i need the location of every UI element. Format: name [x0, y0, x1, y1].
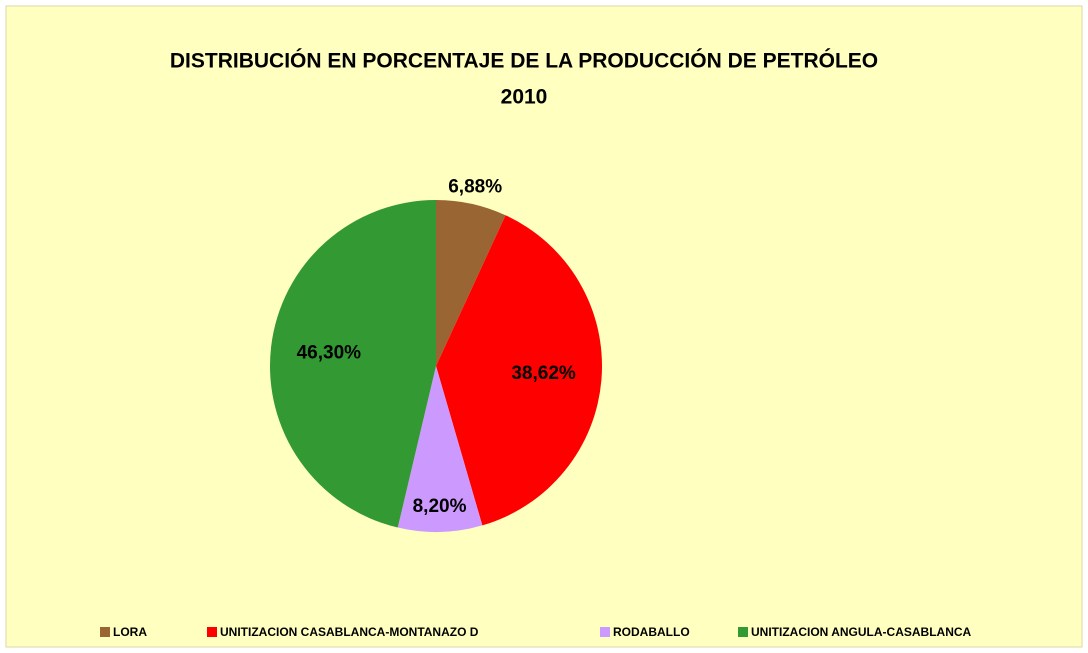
pie-slice [436, 200, 506, 366]
legend-swatch [600, 627, 610, 637]
pie-slice [269, 200, 436, 528]
pie-slice [397, 366, 483, 533]
chart-title: 2010 [501, 86, 548, 109]
legend-label: RODABALLO [613, 625, 690, 639]
data-label: 8,20% [413, 496, 467, 517]
legend-label: LORA [113, 625, 147, 639]
pie-slice [436, 215, 602, 526]
data-label: 6,88% [448, 177, 502, 198]
data-label: 38,62% [511, 363, 576, 384]
chart-title: DISTRIBUCIÓN EN PORCENTAJE DE LA PRODUCC… [170, 49, 878, 73]
legend-label: UNITIZACION ANGULA-CASABLANCA [751, 625, 972, 639]
legend-label: UNITIZACION CASABLANCA-MONTANAZO D [220, 625, 479, 639]
legend-swatch [207, 627, 217, 637]
legend-swatch [738, 627, 748, 637]
data-label: 46,30% [297, 343, 362, 364]
legend-swatch [100, 627, 110, 637]
